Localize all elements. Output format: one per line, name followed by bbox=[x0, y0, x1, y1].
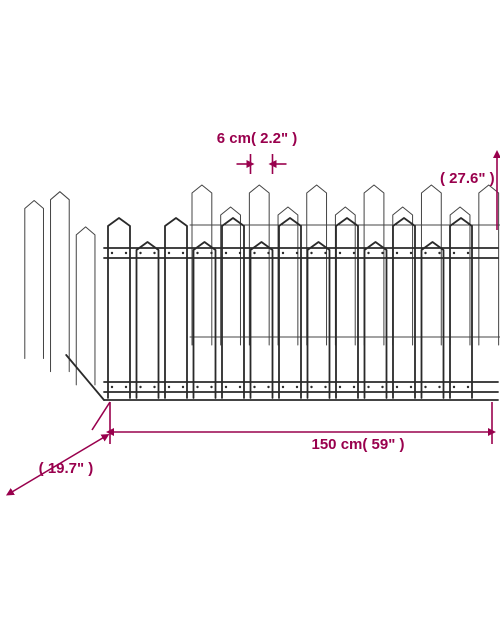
dim-label-slat: 6 cm( 2.2" ) bbox=[197, 130, 317, 147]
dim-label-height-partial: ( 27.6" ) bbox=[440, 170, 500, 187]
dim-label-width: 150 cm( 59" ) bbox=[258, 436, 458, 453]
dim-label-depth: ( 19.7" ) bbox=[0, 460, 136, 477]
